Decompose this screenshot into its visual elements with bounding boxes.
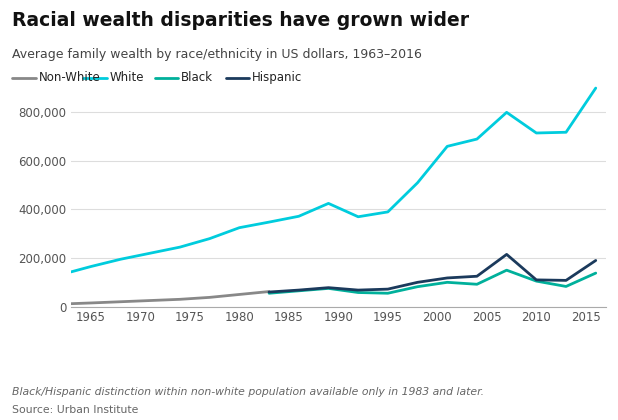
Text: White: White xyxy=(110,71,145,84)
Text: Racial wealth disparities have grown wider: Racial wealth disparities have grown wid… xyxy=(12,10,470,29)
Text: Non-White: Non-White xyxy=(39,71,101,84)
Text: Average family wealth by race/ethnicity in US dollars, 1963–2016: Average family wealth by race/ethnicity … xyxy=(12,48,422,61)
Text: Hispanic: Hispanic xyxy=(252,71,302,84)
Text: Source: Urban Institute: Source: Urban Institute xyxy=(12,405,138,415)
Text: Black: Black xyxy=(181,71,213,84)
Text: Black/Hispanic distinction within non-white population available only in 1983 an: Black/Hispanic distinction within non-wh… xyxy=(12,387,485,397)
